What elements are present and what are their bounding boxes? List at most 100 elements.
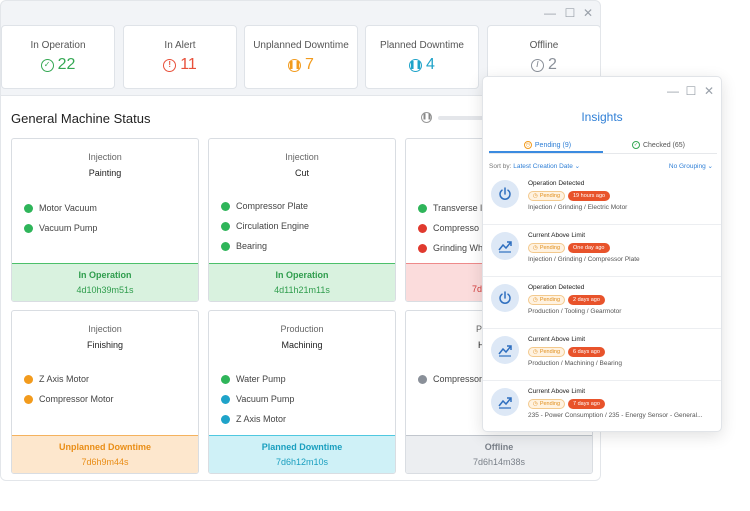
- clock-icon: ◷: [533, 245, 538, 251]
- machine-type: Injection: [88, 324, 122, 334]
- machine-type: Injection: [88, 152, 122, 162]
- machine-name: Painting: [88, 168, 122, 178]
- component-item: Vacuum Pump: [221, 394, 294, 404]
- component-item: Compressor Plate: [221, 201, 308, 211]
- pending-badge: ◷ Pending: [528, 243, 565, 253]
- tab-label: Pending (9): [534, 141, 572, 149]
- minimize-icon[interactable]: —: [667, 84, 679, 98]
- chevron-down-icon: ⌄: [574, 163, 581, 170]
- status-dot: [24, 394, 33, 404]
- stat-card-in-operation[interactable]: In Operation ✓ 22: [1, 25, 115, 89]
- badge-label: Pending: [539, 401, 560, 407]
- component-label: Z Axis Motor: [39, 374, 90, 384]
- machine-status-label: Unplanned Downtime: [59, 442, 151, 452]
- component-item: Grinding Wh: [418, 243, 483, 253]
- component-item: Z Axis Motor: [24, 374, 89, 384]
- insight-item[interactable]: Current Above Limit ◷ Pending One day ago…: [483, 225, 721, 277]
- machine-type: P: [476, 324, 483, 334]
- grouping-value: No Grouping: [668, 163, 706, 170]
- trend-up-icon: [491, 336, 519, 364]
- machine-status-duration: 7d6h9m44s: [81, 457, 129, 467]
- component-item: Water Pump: [221, 374, 286, 384]
- machine-name: H: [406, 340, 592, 350]
- status-dot: [221, 374, 230, 384]
- insight-item[interactable]: Current Above Limit ◷ Pending 6 days ago …: [483, 329, 721, 381]
- pending-badge: ◷ Pending: [528, 295, 565, 305]
- clock-icon: ◷: [533, 349, 538, 355]
- component-label: Water Pump: [236, 374, 286, 384]
- machine-status-footer: In Operation 4d10h39m51s: [12, 263, 198, 301]
- maximize-icon[interactable]: ☐: [685, 84, 697, 98]
- insight-path: Injection / Grinding / Compressor Plate: [528, 256, 640, 263]
- power-icon: [491, 284, 519, 312]
- component-item: Compressor: [418, 374, 482, 384]
- grouping-dropdown[interactable]: No Grouping ⌄: [669, 162, 713, 170]
- machine-type: Injection: [285, 152, 319, 162]
- insight-path: 235 - Power Consumption / 235 - Energy S…: [528, 412, 703, 419]
- machine-status-label: In Operation: [78, 270, 132, 280]
- component-item: Bearing: [221, 241, 267, 251]
- trend-up-icon: [491, 388, 519, 416]
- active-tab-indicator: [489, 151, 603, 153]
- tab-checked[interactable]: ✓ Checked (65): [600, 137, 717, 153]
- machine-status-footer: In Operation 4d11h21m11s: [209, 263, 395, 301]
- sort-value[interactable]: Latest Creation Date: [513, 163, 573, 170]
- minimize-icon[interactable]: —: [544, 6, 556, 20]
- stat-label: In Operation: [30, 40, 86, 51]
- check-circle-icon: ✓: [631, 141, 640, 149]
- component-item: Z Axis Motor: [221, 414, 286, 424]
- tab-label: Checked (65): [642, 141, 686, 149]
- status-dot: [221, 221, 230, 231]
- stat-label: In Alert: [164, 40, 196, 51]
- sort-control[interactable]: Sort by: Latest Creation Date ⌄: [489, 162, 580, 170]
- component-label: Circulation Engine: [236, 221, 310, 231]
- tab-pending[interactable]: ◷ Pending (9): [489, 137, 606, 153]
- check-circle-icon: ✓: [40, 58, 54, 72]
- component-item: Circulation Engine: [221, 221, 309, 231]
- status-dot: [221, 241, 230, 251]
- stat-card-planned-downtime[interactable]: Planned Downtime ❚❚ 4: [365, 25, 479, 89]
- status-dot: [418, 243, 427, 253]
- stat-value: 4: [426, 56, 435, 73]
- stat-label: Unplanned Downtime: [253, 40, 349, 51]
- close-icon[interactable]: ✕: [582, 6, 594, 20]
- pause-icon[interactable]: ❚❚: [421, 112, 432, 123]
- status-dot: [418, 223, 427, 233]
- machine-status-duration: 7d: [472, 284, 483, 294]
- status-dot: [418, 203, 427, 213]
- status-dot: [221, 394, 230, 404]
- machine-card[interactable]: Injection Cut Compressor Plate Circulati…: [208, 138, 396, 302]
- insight-item[interactable]: Operation Detected ◷ Pending 2 days ago P…: [483, 277, 721, 329]
- status-dot: [221, 201, 230, 211]
- pending-badge: ◷ Pending: [528, 399, 565, 409]
- stat-card-unplanned-downtime[interactable]: Unplanned Downtime ❚❚ 7: [244, 25, 358, 89]
- maximize-icon[interactable]: ☐: [564, 6, 576, 20]
- time-badge: 6 days ago: [568, 347, 605, 357]
- badge-label: Pending: [539, 297, 560, 303]
- machine-card[interactable]: Injection Painting Motor Vacuum Vacuum P…: [11, 138, 199, 302]
- machine-name: Machining: [281, 340, 323, 350]
- insight-item[interactable]: Current Above Limit ◷ Pending 7 days ago …: [483, 381, 721, 431]
- insight-title: Current Above Limit: [528, 388, 586, 395]
- machine-status-label: Planned Downtime: [261, 442, 343, 452]
- refresh-progress-bar: [438, 116, 498, 120]
- panel-title: General Machine Status: [11, 111, 151, 126]
- badge-label: Pending: [539, 193, 560, 199]
- machine-status-footer: Unplanned Downtime 7d6h9m44s: [12, 435, 198, 473]
- machine-status-footer: Offline 7d6h14m38s: [406, 435, 592, 473]
- insight-item[interactable]: Operation Detected ◷ Pending 19 hours ago…: [483, 173, 721, 225]
- insight-path: Injection / Grinding / Electric Motor: [528, 204, 628, 211]
- stat-card-in-alert[interactable]: In Alert ! 11: [123, 25, 237, 89]
- insights-title: Insights: [581, 110, 623, 124]
- status-dot: [24, 374, 33, 384]
- component-item: Compressor Motor: [24, 394, 114, 404]
- machine-card[interactable]: Production Machining Water Pump Vacuum P…: [208, 310, 396, 474]
- stat-value: 2: [548, 56, 557, 73]
- machine-card[interactable]: Injection Finishing Z Axis Motor Compres…: [11, 310, 199, 474]
- pause-circle-icon: ❚❚: [409, 58, 422, 72]
- clock-icon: ◷: [533, 401, 538, 407]
- close-icon[interactable]: ✕: [703, 84, 715, 98]
- machine-status-duration: 4d11h21m11s: [274, 285, 330, 295]
- insight-title: Current Above Limit: [528, 336, 586, 343]
- time-badge: 2 days ago: [568, 295, 605, 305]
